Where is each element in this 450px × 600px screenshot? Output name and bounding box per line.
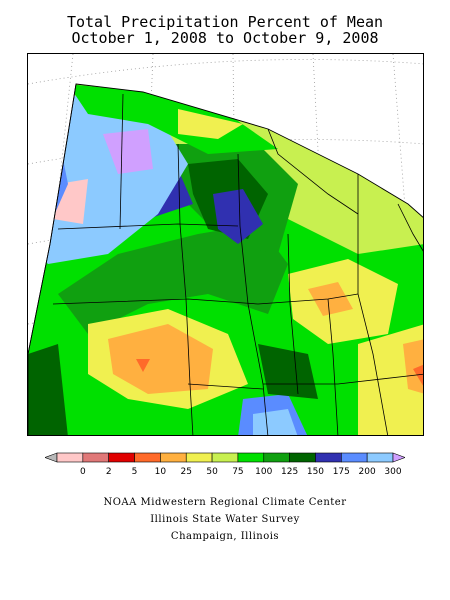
credit-org: NOAA Midwestern Regional Climate Center bbox=[103, 497, 347, 508]
legend-tick-label: 50 bbox=[206, 467, 218, 477]
region-outline bbox=[28, 83, 423, 435]
legend-tick-label: 175 bbox=[333, 467, 350, 477]
precipitation-map bbox=[27, 53, 424, 436]
state-boundaries bbox=[28, 83, 423, 435]
legend-tick-label: 200 bbox=[359, 467, 376, 477]
fill-300-plus bbox=[103, 129, 153, 174]
fill-150-175-south bbox=[258, 344, 318, 399]
legend-swatch bbox=[56, 452, 84, 463]
fill-200-300-south bbox=[253, 409, 298, 435]
legend-tick-label: 300 bbox=[384, 467, 401, 477]
fill-25-50-east bbox=[308, 282, 353, 316]
fill-125-150 bbox=[58, 224, 288, 334]
legend-tick-label: 0 bbox=[80, 467, 86, 477]
credit-survey: Illinois State Water Survey bbox=[150, 514, 300, 525]
legend-swatch bbox=[160, 452, 187, 463]
legend-swatch bbox=[108, 452, 135, 463]
legend-swatch bbox=[237, 452, 265, 463]
legend-arrow-high bbox=[392, 452, 406, 463]
legend-tick-label: 150 bbox=[307, 467, 324, 477]
fill-25-50-se bbox=[403, 339, 423, 394]
legend-tick-label: 25 bbox=[181, 467, 192, 477]
legend-arrow-low bbox=[44, 452, 58, 463]
legend-swatch bbox=[211, 452, 239, 463]
legend-tick-label: 100 bbox=[255, 467, 272, 477]
credit-location: Champaign, Illinois bbox=[170, 531, 280, 542]
legend-swatch bbox=[289, 452, 316, 463]
legend-tick-label: 10 bbox=[155, 467, 167, 477]
legend-tick-label: 2 bbox=[106, 467, 112, 477]
legend-tick-label: 5 bbox=[132, 467, 138, 477]
precipitation-map-svg bbox=[28, 54, 423, 435]
legend-tick-label: 125 bbox=[281, 467, 298, 477]
fill-150-175-sw bbox=[28, 344, 68, 435]
fill-25-50-south bbox=[108, 324, 213, 394]
color-scale-legend: 0 2 5 10 25 50 75 100 125 150 175 200 300 bbox=[44, 452, 406, 482]
legend-swatch bbox=[315, 452, 342, 463]
fill-100-125-north bbox=[68, 84, 278, 154]
map-subtitle-date-range: October 1, 2008 to October 9, 2008 bbox=[71, 29, 379, 47]
legend-swatch bbox=[134, 452, 161, 463]
legend-swatch bbox=[82, 452, 109, 463]
legend-swatch bbox=[366, 452, 394, 463]
legend-swatch bbox=[185, 452, 213, 463]
fill-10-25-spot bbox=[136, 359, 150, 372]
legend-swatch bbox=[263, 452, 290, 463]
precipitation-shading bbox=[28, 84, 423, 435]
fill-175-200 bbox=[213, 189, 263, 244]
legend-swatch bbox=[341, 452, 368, 463]
legend-tick-label: 75 bbox=[232, 467, 243, 477]
fill-50-75-ne bbox=[178, 109, 243, 139]
fill-10-25-se bbox=[413, 364, 423, 389]
map-title: Total Precipitation Percent of Mean bbox=[66, 13, 384, 31]
legend-svg: 0 2 5 10 25 50 75 100 125 150 175 200 300 bbox=[44, 452, 406, 477]
